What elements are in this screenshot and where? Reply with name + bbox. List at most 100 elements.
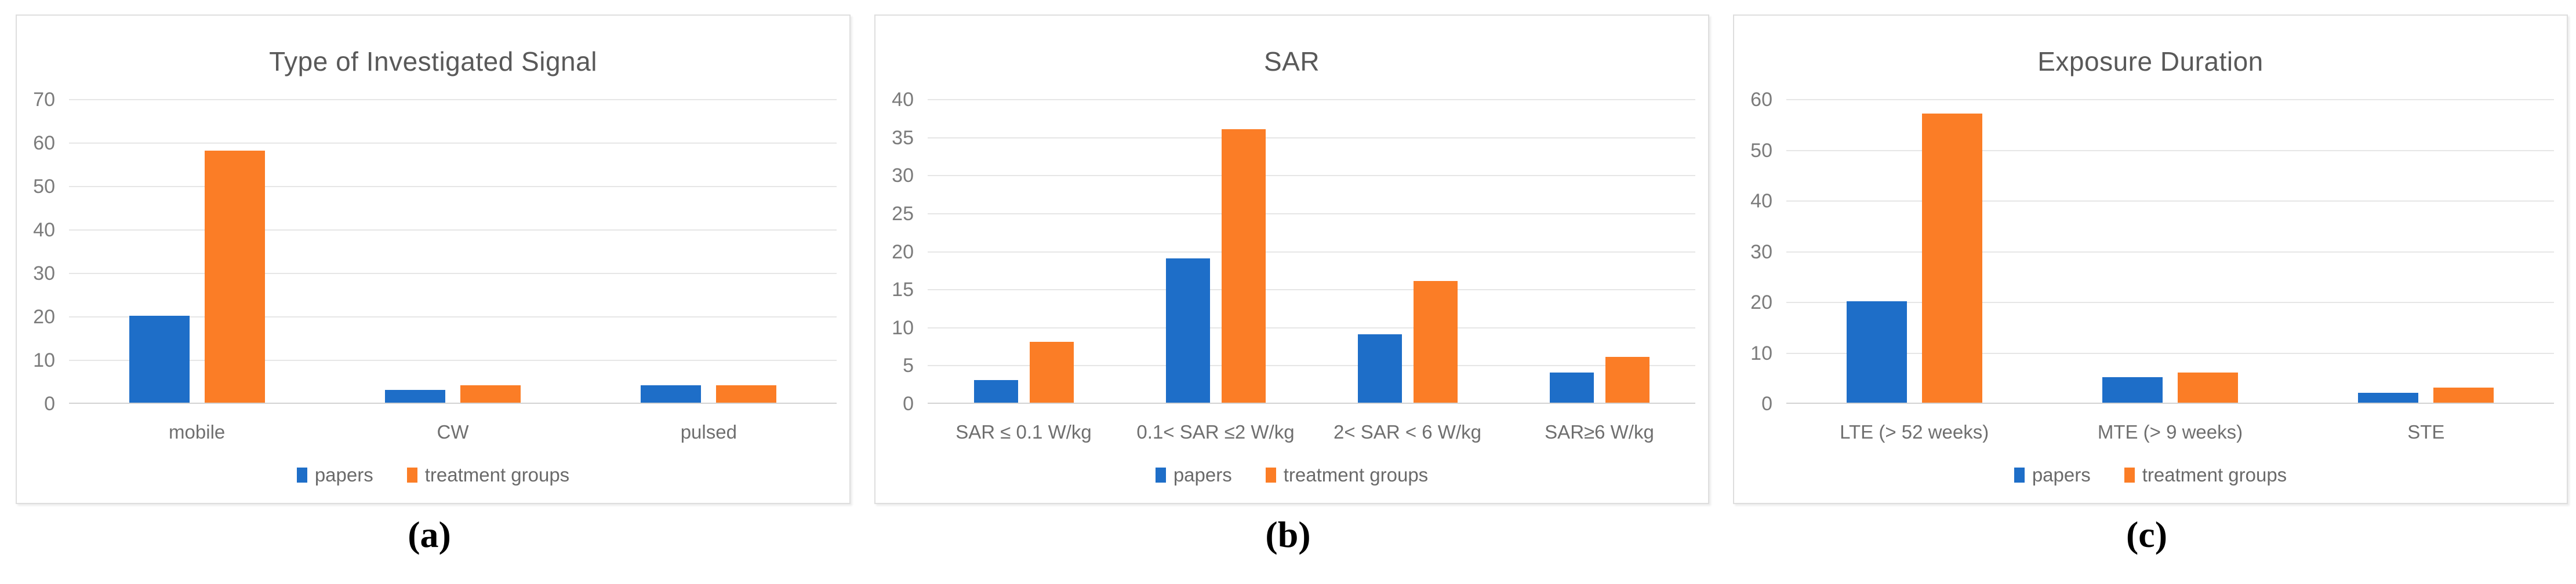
chart-legend: papers treatment groups	[17, 464, 849, 486]
gridline	[1786, 149, 2554, 151]
legend-swatch-treatment-groups	[406, 468, 417, 483]
bar-treatment-groups	[1605, 357, 1649, 403]
legend-label: treatment groups	[2142, 464, 2287, 486]
bar-papers	[384, 389, 445, 403]
gridline	[69, 186, 837, 187]
legend-swatch-papers	[1155, 468, 1166, 483]
legend-item: treatment groups	[406, 464, 570, 486]
legend-item: treatment groups	[1265, 464, 1428, 486]
gridline	[69, 316, 837, 317]
gridline	[928, 137, 1695, 138]
bar-papers	[1357, 334, 1402, 403]
x-axis-label: STE	[2407, 421, 2445, 443]
bar-treatment-groups	[2433, 387, 2494, 403]
gridline	[69, 143, 837, 144]
y-tick-label: 0	[44, 393, 55, 415]
y-tick-label: 60	[1750, 89, 1772, 111]
chart-card: Exposure Duration 0 10 20 30 40 50 60 LTE (> 5…	[1733, 14, 2568, 504]
bar-treatment-groups	[1029, 342, 1074, 403]
bar-group	[69, 151, 325, 403]
gridline	[1786, 352, 2554, 354]
legend-label: papers	[2032, 464, 2091, 486]
gridline	[1786, 99, 2554, 100]
gridline	[69, 360, 837, 361]
gridline	[928, 365, 1695, 367]
subfigure-caption: (c)	[2126, 514, 2168, 555]
legend-item: papers	[1155, 464, 1232, 486]
x-axis-label: pulsed	[680, 421, 737, 443]
chart-panel-c: Exposure Duration 0 10 20 30 40 50 60 LTE (> 5…	[1717, 0, 2576, 584]
y-tick-label: 20	[1750, 291, 1772, 313]
y-tick-label: 15	[892, 279, 914, 301]
chart-legend: papers treatment groups	[1734, 464, 2567, 486]
y-tick-label: 70	[33, 89, 55, 111]
bar-papers	[2358, 392, 2419, 403]
y-tick-label: 50	[1750, 139, 1772, 162]
y-tick-label: 30	[892, 165, 914, 187]
bar-treatment-groups	[1413, 281, 1458, 403]
bar-groups	[1786, 100, 2554, 403]
chart-title: SAR	[1263, 46, 1320, 76]
bar-papers	[1165, 258, 1210, 403]
chart-card: Type of Investigated Signal 0 10 20 30 40 50 6…	[16, 14, 851, 504]
legend-item: treatment groups	[2124, 464, 2287, 486]
y-tick-label: 25	[892, 202, 914, 225]
y-tick-label: 0	[903, 393, 914, 415]
bar-treatment-groups	[1921, 114, 1982, 403]
gridline	[928, 99, 1695, 100]
y-tick-label: 40	[892, 89, 914, 111]
x-axis-labels: SAR ≤ 0.1 W/kg 0.1< SAR ≤2 W/kg 2< SAR < 6…	[928, 421, 1695, 443]
legend-label: treatment groups	[424, 464, 570, 486]
bar-treatment-groups	[204, 151, 265, 403]
bar-group	[1311, 281, 1503, 403]
bar-papers	[2102, 377, 2163, 403]
bar-papers	[1846, 301, 1907, 403]
y-tick-label: 40	[1750, 190, 1772, 212]
x-axis-label: 2< SAR < 6 W/kg	[1334, 421, 1481, 443]
gridline	[69, 99, 837, 100]
x-axis-label: LTE (> 52 weeks)	[1840, 421, 1989, 443]
x-axis-line	[69, 403, 837, 404]
gridline	[928, 213, 1695, 214]
bar-papers	[973, 379, 1018, 403]
legend-swatch-papers	[296, 468, 307, 483]
chart-card: SAR 0 5 10 15 20 25 30 35 40 SAR ≤ 0.1 W/kg 0.1< …	[874, 14, 1709, 504]
chart-panel-b: SAR 0 5 10 15 20 25 30 35 40 SAR ≤ 0.1 W/kg 0.1< …	[859, 0, 1717, 584]
x-axis-label: CW	[437, 421, 469, 443]
legend-item: papers	[296, 464, 373, 486]
gridline	[1786, 302, 2554, 303]
y-tick-label: 20	[892, 240, 914, 263]
y-tick-label: 30	[33, 262, 55, 284]
y-tick-label: 50	[33, 176, 55, 198]
y-tick-label: 5	[903, 355, 914, 377]
subfigure-caption: (a)	[408, 514, 451, 555]
chart-panel-a: Type of Investigated Signal 0 10 20 30 40 50 6…	[0, 0, 859, 584]
chart-title: Exposure Duration	[2037, 46, 2263, 76]
bar-treatment-groups	[1221, 129, 1266, 403]
chart-title: Type of Investigated Signal	[269, 46, 597, 76]
plot-area: 0 10 20 30 40 50 60	[1750, 90, 2554, 414]
legend-label: papers	[314, 464, 373, 486]
bar-treatment-groups	[460, 385, 521, 403]
y-tick-label: 0	[1761, 393, 1772, 415]
bar-groups	[69, 100, 837, 403]
y-tick-label: 35	[892, 126, 914, 149]
gridline	[69, 273, 837, 274]
bar-groups	[928, 100, 1695, 403]
bar-papers	[641, 385, 702, 403]
bar-group	[1503, 357, 1695, 403]
x-axis-label: mobile	[169, 421, 226, 443]
y-tick-label: 10	[33, 349, 55, 371]
plot-area: 0 5 10 15 20 25 30 35 40	[892, 90, 1695, 414]
gridline	[1786, 200, 2554, 202]
bar-group	[2298, 387, 2554, 403]
x-axis-label: 0.1< SAR ≤2 W/kg	[1136, 421, 1295, 443]
gridline	[928, 289, 1695, 291]
x-axis-labels: mobile CW pulsed	[69, 421, 837, 443]
x-axis-line	[1786, 403, 2554, 404]
plot-area: 0 10 20 30 40 50 60 70	[33, 90, 837, 414]
x-axis-line	[928, 403, 1695, 404]
gridline	[69, 229, 837, 231]
gridline	[928, 251, 1695, 253]
